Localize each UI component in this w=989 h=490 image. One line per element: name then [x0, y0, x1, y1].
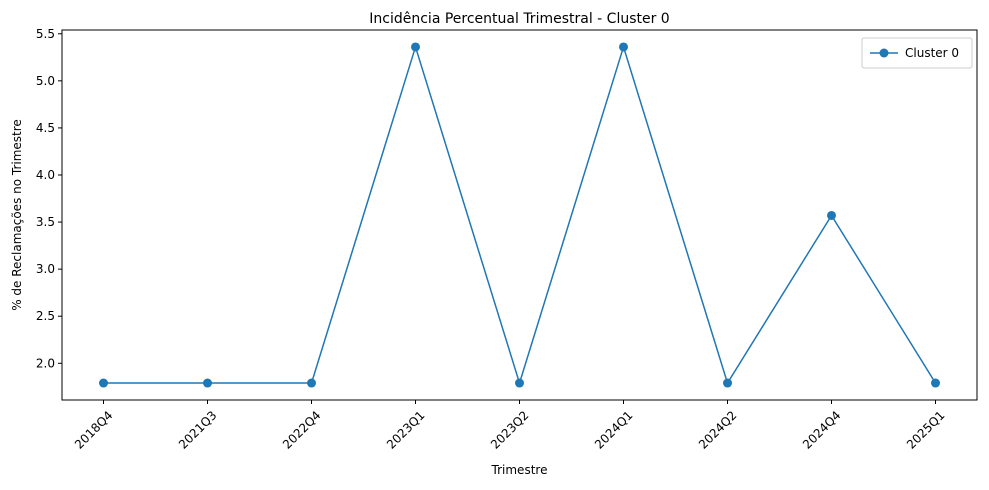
y-tick-label: 5.5	[36, 27, 55, 41]
x-axis-label: Trimestre	[491, 463, 548, 477]
data-point	[619, 42, 628, 52]
data-point	[931, 378, 940, 388]
data-point	[515, 378, 524, 388]
data-point	[827, 210, 836, 220]
data-point	[307, 378, 316, 388]
y-tick-label: 4.0	[36, 168, 55, 182]
legend-frame	[861, 37, 973, 69]
y-tick-label: 2.5	[36, 309, 55, 323]
legend: Cluster 0	[861, 37, 973, 69]
y-tick-label: 4.5	[36, 121, 55, 135]
series-layer	[99, 42, 940, 388]
y-tick-label: 5.0	[36, 74, 55, 88]
chart-title: Incidência Percentual Trimestral - Clust…	[369, 11, 669, 27]
y-tick-label: 3.5	[36, 215, 55, 229]
data-point	[723, 378, 732, 388]
legend-label-cluster-0: Cluster 0	[905, 46, 959, 60]
legend-marker	[879, 48, 889, 58]
data-point	[203, 378, 212, 388]
y-tick-label: 3.0	[36, 262, 55, 276]
y-axis-label: % de Reclamações no Trimestre	[10, 119, 24, 311]
data-point	[411, 42, 420, 52]
data-point	[99, 378, 108, 388]
y-tick-label: 2.0	[36, 356, 55, 370]
y-axis-ticks: 2.0 2.5 3.0 3.5 4.0 4.5 5.0 5.5	[36, 27, 62, 370]
